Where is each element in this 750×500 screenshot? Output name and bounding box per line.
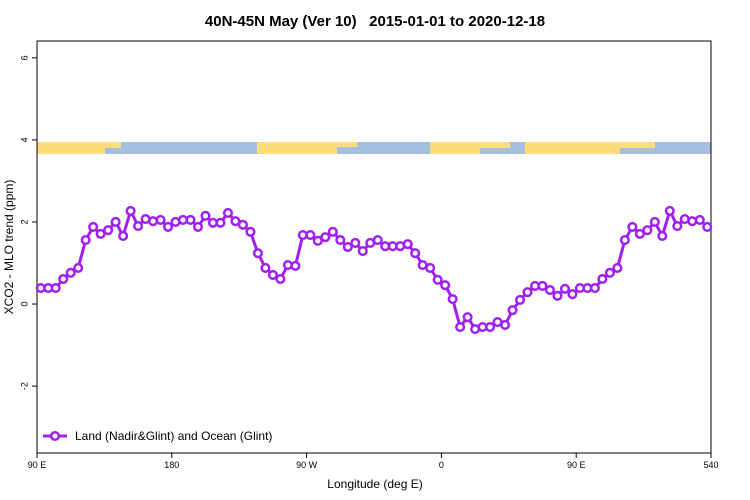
data-point [103,225,114,236]
data-point [252,248,263,259]
data-point [604,267,615,278]
data-point [537,280,548,292]
data-point [455,321,466,333]
chart-title: 40N-45N May (Ver 10) 2015-01-01 to 2020-… [205,13,545,30]
data-point [372,234,383,246]
data-point [230,216,241,227]
data-point [619,234,630,246]
land-segment [105,142,121,148]
x-tick-label: 90 W [296,460,318,470]
data-point [215,217,226,228]
data-point [462,312,473,323]
data-point [507,305,518,316]
data-point [514,294,526,305]
data-point [200,210,211,221]
data-point [544,285,556,296]
data-point [95,228,106,239]
data-point [402,239,413,250]
data-point [312,235,323,246]
data-point [500,319,511,331]
data-point [567,289,578,300]
x-tick-label: 0 [439,460,444,470]
data-point [65,267,76,278]
legend-label: Land (Nadir&Glint) and Ocean (Glint) [75,429,272,443]
data-point [552,290,563,301]
land-segment [257,142,337,154]
data-point [612,262,623,273]
x-axis-label: Longitude (deg E) [327,477,422,491]
data-point [634,228,645,239]
data-point [559,283,571,294]
data-point [672,221,683,232]
data-point [222,207,234,218]
data-point [410,248,421,259]
data-point [320,232,331,243]
plot-frame [36,40,712,454]
data-point [163,221,174,232]
data-point [118,230,129,241]
data-point [357,246,368,257]
data-point [192,221,204,232]
data-point [350,237,361,248]
land-segment [480,142,510,148]
data-point [597,273,608,285]
legend-marker [49,430,61,442]
data-point [73,262,84,273]
data-point [327,226,338,237]
data-point [342,241,353,253]
land-segment [337,142,357,147]
y-axis-label: XCO2 - MLO trend (ppm) [2,180,16,315]
data-point [447,294,458,305]
data-point [589,282,600,294]
data-point [80,234,91,246]
data-point [245,226,256,237]
land-segment [620,142,655,148]
y-tick-label: 6 [19,55,29,60]
data-point [267,269,278,280]
data-point [237,219,248,230]
data-point [425,262,436,273]
data-point [185,214,196,225]
data-point [522,287,533,298]
y-tick-label: 0 [19,302,29,307]
data-point [290,260,301,271]
land-segment [525,142,620,154]
data-point [627,221,638,232]
data-point [485,321,496,333]
data-point [133,221,144,232]
x-tick-label: 90 E [567,460,586,470]
y-tick-label: 2 [19,219,29,224]
data-point [657,230,668,241]
x-tick-label: 90 E [28,460,47,470]
x-tick-label: 180 [164,460,179,470]
land-segment [37,142,105,154]
data-point [58,273,69,285]
data-point [642,225,653,236]
land-segment [430,142,480,154]
y-tick-label: -2 [19,382,29,390]
data-point [664,205,675,216]
data-point [335,234,346,246]
surface-band [37,142,711,154]
data-point [50,282,61,294]
data-point [110,216,121,228]
x-tick-label: 540 [703,460,718,470]
data-point [440,280,451,291]
y-tick-label: 4 [19,137,29,142]
data-point [260,262,271,273]
data-point [702,221,713,232]
data-point [155,214,166,225]
data-point [649,216,660,228]
data-point [694,214,705,225]
data-point [305,230,316,241]
data-point [432,274,443,285]
data-point [125,205,136,216]
data-point [275,273,286,285]
data-point [88,221,99,232]
